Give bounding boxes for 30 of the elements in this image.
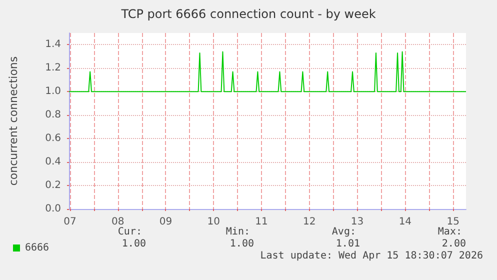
y-axis-title: concurrent connections (7, 56, 20, 186)
y-tick-label: 1.2 (45, 62, 61, 74)
text: Last update: Wed Apr 15 18:30:07 2026 (260, 250, 483, 262)
text: Max: (438, 226, 462, 238)
x-tick-label: 10 (207, 216, 220, 228)
line-series (68, 51, 466, 92)
x-tick-label: 14 (398, 216, 412, 228)
x-tick-label: 11 (255, 216, 268, 228)
legend-label: 6666 (25, 242, 50, 254)
x-tick-label: 15 (446, 216, 460, 228)
text: 1.01 (336, 238, 360, 250)
x-tick-label: 07 (64, 216, 76, 228)
y-tick-label: 0.2 (45, 180, 61, 192)
x-tick-label: 08 (111, 216, 124, 228)
x-tick-label: 12 (303, 216, 316, 228)
text: Min: (226, 226, 250, 238)
text: 1.00 (122, 238, 146, 250)
text: 1.00 (230, 238, 254, 250)
x-tick-label: 09 (159, 216, 172, 228)
chart-title: TCP port 6666 connection count - by week (120, 7, 376, 21)
text: Cur: (118, 226, 142, 238)
y-tick-label: 0.0 (45, 204, 61, 214)
y-tick-label: 0.4 (45, 156, 61, 168)
y-tick-label: 0.6 (45, 133, 61, 144)
y-tick-label: 0.8 (45, 110, 61, 121)
y-tick-label: 1.0 (45, 86, 61, 98)
text: 2.00 (442, 238, 466, 250)
y-tick-label: 1.4 (45, 39, 61, 50)
text: Avg: (332, 226, 356, 238)
x-tick-label: 13 (350, 216, 364, 228)
